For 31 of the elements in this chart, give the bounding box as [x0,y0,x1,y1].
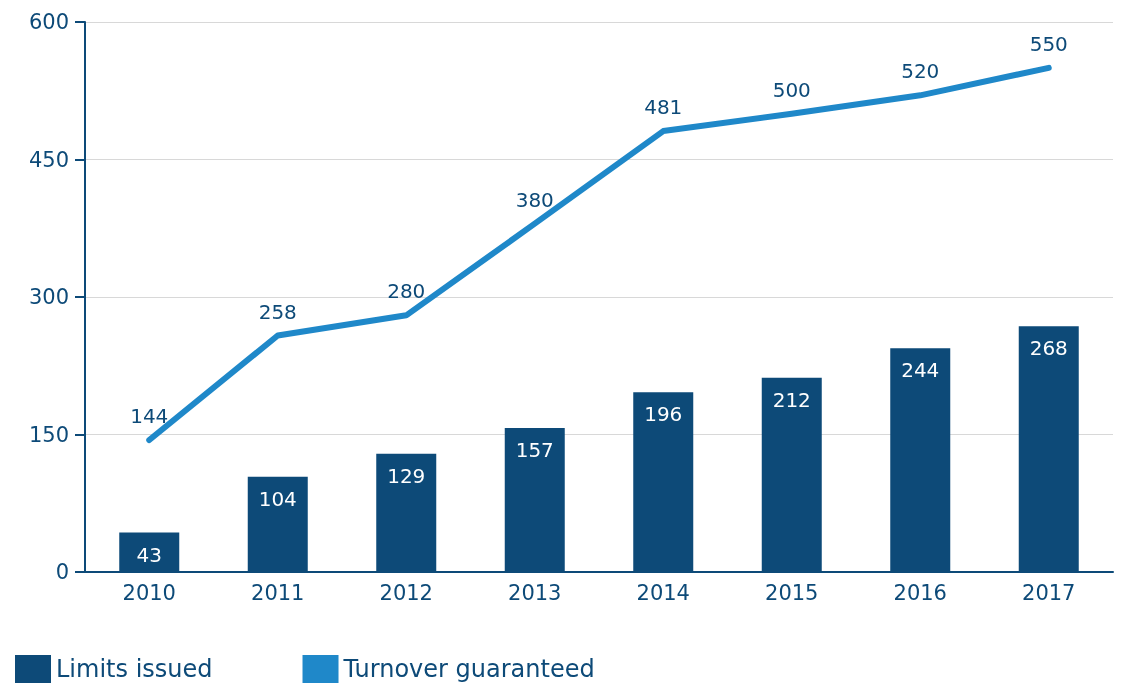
x-tick-label: 2011 [251,580,305,605]
x-tick-label: 2015 [765,580,819,605]
data-label: 550 [1029,31,1068,56]
x-tick-label: 2017 [1022,580,1076,605]
data-label: 212 [772,387,811,412]
y-tick-label: 600 [28,10,69,34]
data-label: 144 [130,404,169,428]
x-tick-label: 2013 [508,580,562,605]
data-label: 268 [1029,336,1068,361]
x-tick-label: 2016 [893,580,947,605]
x-tick-label: 2014 [636,580,690,605]
data-label: 43 [136,542,162,567]
data-label: 244 [901,358,940,383]
data-label: 258 [258,299,297,324]
x-tick-label: 2010 [122,580,176,605]
x-tick-label: 2012 [379,580,433,605]
data-label: 104 [258,486,297,511]
data-label: 129 [387,463,426,488]
legend-label: Turnover guaranteed [342,655,595,683]
data-label: 500 [772,77,811,102]
data-label: 196 [644,402,683,427]
y-tick-label: 150 [28,422,69,447]
y-tick-label: 300 [28,285,69,309]
data-label: 481 [644,95,683,120]
legend-label: Limits issued [56,655,213,683]
y-tick-label: 0 [55,560,69,584]
data-label: 280 [387,279,426,304]
data-label: 520 [901,59,940,84]
data-label: 157 [515,438,554,463]
data-label: 380 [515,187,554,212]
y-tick-label: 450 [28,147,69,172]
